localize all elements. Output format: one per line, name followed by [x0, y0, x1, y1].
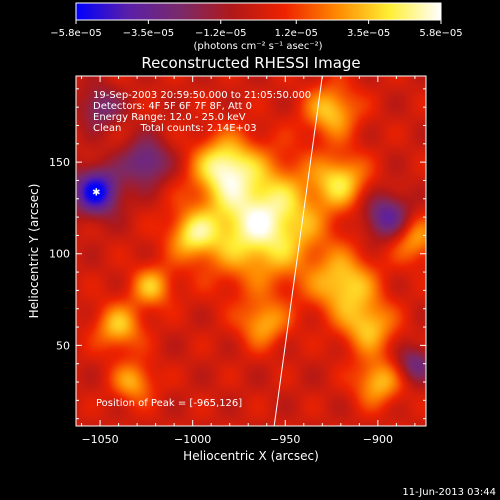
plot-area: ✱ [76, 76, 426, 426]
x-tick-label: −950 [270, 433, 300, 446]
y-axis-label: Heliocentric Y (arcsec) [27, 184, 41, 319]
colorbar-ticks: −5.8e−05 −3.5e−05 −1.2e−05 1.2e−05 3.5e−05 5.… [50, 20, 463, 39]
colorbar [75, 2, 442, 21]
x-tick-label: −900 [363, 433, 393, 446]
peak-position-label: Position of Peak = [-965,126] [96, 398, 242, 409]
annotation-time-range: 19-Sep-2003 20:59:50.000 to 21:05:50.000 [93, 90, 311, 101]
colorbar-tick-label: 3.5e−05 [347, 28, 390, 39]
colorbar-tick-label: −5.8e−05 [50, 28, 102, 39]
x-axis-ticks: −1050 −1000 −950 −900 [81, 76, 416, 446]
y-tick-label: 50 [56, 339, 70, 352]
peak-marker: ✱ [92, 187, 100, 198]
solar-limb-line [273, 76, 323, 426]
x-axis-label: Heliocentric X (arcsec) [183, 449, 319, 463]
colorbar-tick-label: −3.5e−05 [123, 28, 175, 39]
annotation-clean-counts: Clean Total counts: 2.14E+03 [93, 123, 257, 134]
y-axis-ticks: 50 100 150 [49, 88, 426, 420]
footer-date: 11-Jun-2013 03:44 [402, 487, 496, 498]
x-tick-label: −1050 [81, 433, 118, 446]
y-tick-label: 100 [49, 248, 70, 261]
colorbar-tick-label: 5.8e−05 [419, 28, 462, 39]
colorbar-tick-label: −1.2e−05 [195, 28, 247, 39]
x-tick-label: −1000 [174, 433, 211, 446]
colorbar-tick-label: 1.2e−05 [275, 28, 318, 39]
colorbar-units-label: (photons cm⁻² s⁻¹ asec⁻²) [193, 41, 322, 52]
plot-frame [75, 75, 427, 427]
chart-title: Reconstructed RHESSI Image [141, 54, 360, 72]
annotation-detectors: Detectors: 4F 5F 6F 7F 8F, Att 0 [93, 101, 252, 112]
annotation-block: 19-Sep-2003 20:59:50.000 to 21:05:50.000… [93, 90, 311, 134]
heatmap-image [76, 76, 426, 426]
annotation-energy-range: Energy Range: 12.0 - 25.0 keV [93, 112, 246, 123]
y-tick-label: 150 [49, 156, 70, 169]
